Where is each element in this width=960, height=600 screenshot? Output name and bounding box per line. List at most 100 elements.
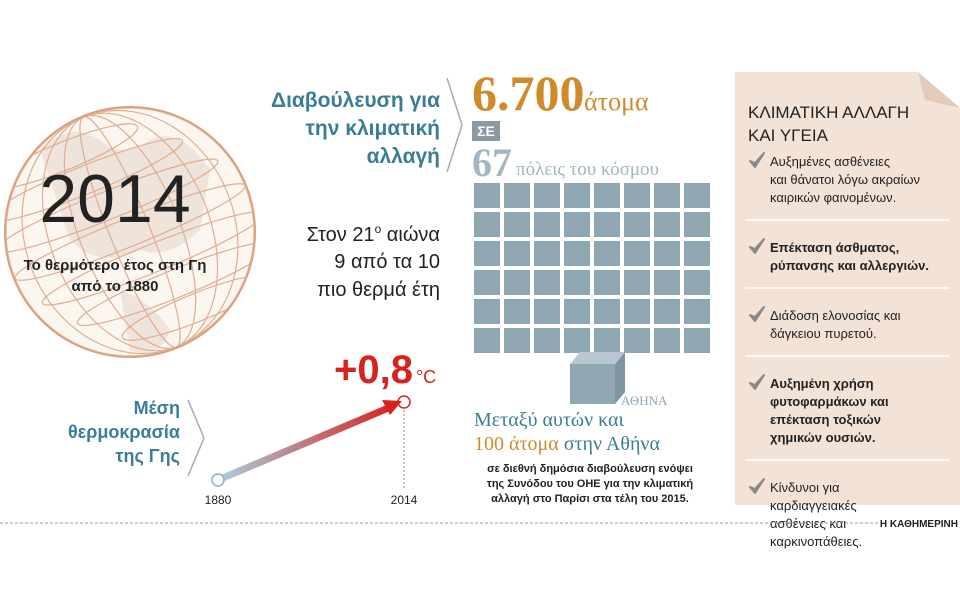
in-label: ΣΕ	[477, 123, 495, 139]
city-square	[654, 212, 680, 237]
warmest-sup: ο	[375, 222, 382, 236]
city-square	[684, 183, 710, 208]
city-square	[504, 328, 530, 353]
city-square	[594, 299, 620, 324]
health-title: ΚΑΙ ΥΓΕΙΑ	[748, 126, 829, 145]
health-item: Αυξημένη χρήση	[770, 376, 874, 391]
parallel	[6, 123, 139, 190]
among: Μεταξύ αυτών και	[474, 409, 625, 431]
city-square	[564, 241, 590, 266]
city-square	[594, 212, 620, 237]
athens-box	[570, 352, 625, 404]
parallel	[121, 274, 254, 341]
city-square	[504, 241, 530, 266]
city-square	[654, 328, 680, 353]
health-item: καιρικών φαινομένων.	[770, 190, 896, 205]
city-square	[654, 270, 680, 295]
health-item: χημικών ουσιών.	[770, 430, 875, 445]
city-square	[684, 241, 710, 266]
parallel	[14, 183, 246, 281]
parallel	[6, 158, 219, 253]
city-square	[534, 183, 560, 208]
panel-fold	[918, 72, 960, 108]
parallel	[6, 138, 184, 223]
health-item: ρύπανσης και αλλεργιών.	[770, 258, 929, 273]
health-item: Αυξημένες ασθένειες	[770, 154, 890, 169]
city-square	[654, 241, 680, 266]
health-item: δάγκειου πυρετού.	[770, 326, 877, 341]
city-square	[504, 299, 530, 324]
health-item: καρδιαγγειακές	[770, 498, 857, 513]
check-icon	[749, 238, 765, 254]
parallel	[41, 211, 254, 306]
city-square	[594, 183, 620, 208]
globe	[4, 106, 256, 358]
athens-count: 100 άτομα στην Αθήνα	[474, 433, 660, 455]
note: της Συνόδου του ΟΗΕ για την κλιματική	[487, 478, 693, 490]
globe-caption: από το 1880	[71, 278, 158, 295]
city-square	[474, 241, 500, 266]
city-square	[504, 212, 530, 237]
health-item: επέκταση τοξικών	[770, 412, 881, 427]
city-square	[474, 299, 500, 324]
city-square	[684, 212, 710, 237]
temp-change-value: +0,8	[334, 348, 413, 392]
city-square	[684, 328, 710, 353]
city-square	[564, 183, 590, 208]
athens-count-value: 100 άτομα	[474, 433, 559, 455]
temp-label: της Γης	[115, 446, 180, 466]
city-square	[504, 270, 530, 295]
heading: αλλαγή	[367, 145, 440, 168]
check-icon	[749, 374, 765, 390]
city-square	[534, 212, 560, 237]
in-badge	[472, 121, 500, 141]
temp-arrow	[382, 400, 402, 415]
city-square	[684, 270, 710, 295]
temp-line	[216, 402, 395, 484]
heading: Διαβούλευση για	[271, 89, 440, 112]
start-point	[211, 473, 225, 487]
city-square	[654, 299, 680, 324]
check-icon	[749, 478, 765, 494]
city-square	[534, 299, 560, 324]
city-square	[624, 241, 650, 266]
warmest: Στον 21ο αιώνα	[307, 222, 440, 246]
city-square	[474, 270, 500, 295]
end-point	[397, 395, 411, 409]
city-square	[654, 183, 680, 208]
check-icon	[749, 306, 765, 322]
city-square	[624, 183, 650, 208]
health-item: Διάδοση ελονοσίας και	[770, 308, 901, 323]
city-square	[624, 212, 650, 237]
health-item: φυτοφαρμάκων και	[770, 394, 889, 409]
city-square	[594, 270, 620, 295]
city-square	[594, 328, 620, 353]
city-square	[474, 212, 500, 237]
temp-label: θερμοκρασία	[68, 422, 180, 442]
chevron	[446, 77, 463, 173]
city-square	[564, 299, 590, 324]
city-square	[564, 270, 590, 295]
start-label: 1880	[205, 493, 232, 507]
city-grid	[474, 183, 710, 353]
city-square	[474, 183, 500, 208]
globe-caption: Το θερμότερο έτος στη Γη	[24, 257, 207, 274]
temp-label: Μέση	[134, 398, 180, 418]
people-count: 6.700	[472, 65, 585, 121]
city-square	[624, 328, 650, 353]
parallel	[76, 241, 254, 326]
city-square	[564, 328, 590, 353]
warmest-text: αιώνα	[381, 224, 440, 246]
athens-suffix: στην Αθήνα	[564, 433, 661, 455]
note: σε διεθνή δημόσια διαβούλευση ενόψει	[487, 463, 693, 475]
city-square	[684, 299, 710, 324]
check-icon	[749, 152, 765, 168]
city-square	[534, 241, 560, 266]
city-square	[594, 241, 620, 266]
end-label: 2014	[391, 493, 418, 507]
heading: την κλιματική	[306, 117, 440, 140]
city-square	[474, 328, 500, 353]
city-square	[534, 270, 560, 295]
city-square	[534, 328, 560, 353]
warmest: πιο θερμά έτη	[317, 279, 440, 301]
